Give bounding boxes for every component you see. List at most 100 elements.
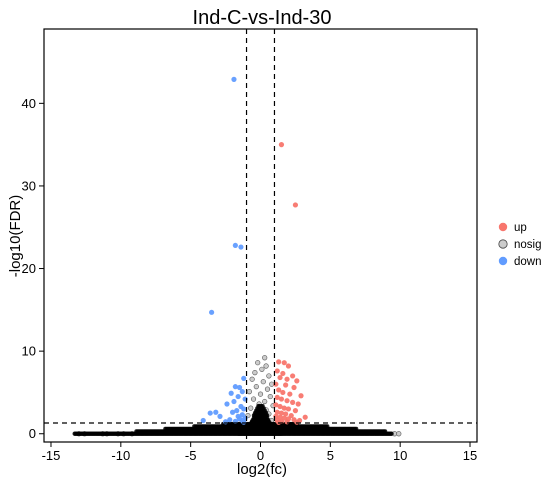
point-down (238, 244, 244, 250)
point-nosig (255, 360, 261, 366)
point-nosig (253, 384, 259, 390)
point-up (291, 384, 297, 391)
point-down (241, 406, 247, 412)
x-tick-label: -5 (185, 448, 197, 463)
legend-label-nosig: nosig (514, 239, 542, 251)
point-up (298, 393, 304, 399)
point-down (209, 309, 215, 315)
legend-swatch-up (498, 222, 508, 232)
point-down (232, 242, 238, 249)
y-axis-label: -log10(FDR) (7, 195, 24, 278)
point-up (280, 389, 286, 396)
plot-frame (43, 28, 478, 443)
point-nosig-dense (265, 413, 270, 418)
point-up (283, 382, 289, 388)
point-down (232, 384, 238, 390)
point-up (281, 405, 287, 411)
point-down (239, 389, 245, 395)
point-down (207, 410, 213, 416)
y-tick-label: 30 (22, 178, 36, 193)
point-up (274, 368, 280, 374)
point-up (276, 419, 282, 425)
point-down (235, 393, 241, 400)
x-axis-label: log2(fc) (237, 461, 287, 478)
point-up (274, 409, 280, 415)
point-up (278, 410, 285, 416)
x-axis: -15 -10 -5 0 5 10 15 (42, 442, 477, 463)
point-nosig-dense (389, 431, 394, 436)
point-nosig (250, 396, 257, 402)
points-layer (72, 76, 402, 437)
point-down (231, 398, 237, 405)
legend-item-up: up (498, 222, 527, 234)
point-down (227, 417, 233, 423)
point-down (200, 417, 206, 424)
point-down (231, 76, 237, 82)
legend-swatch-nosig (498, 239, 508, 249)
y-tick-label: 0 (29, 426, 36, 441)
x-tick-label: -15 (42, 448, 61, 463)
point-up (290, 399, 296, 405)
point-down (224, 401, 230, 407)
point-down (241, 375, 247, 381)
point-up (281, 360, 287, 366)
point-nosig (267, 393, 273, 400)
legend: up nosig down (498, 222, 542, 268)
point-up (276, 359, 282, 365)
point-up (277, 374, 283, 381)
point-up (283, 411, 289, 417)
point-up (284, 398, 290, 404)
point-up (285, 363, 292, 369)
point-down (241, 419, 247, 425)
point-up (273, 402, 279, 408)
point-down (213, 409, 219, 415)
point-nosig (263, 363, 269, 369)
point-down (236, 384, 243, 391)
x-tick-label: -10 (111, 448, 130, 463)
point-nosig (248, 405, 254, 411)
point-up (290, 373, 296, 379)
legend-label-up: up (514, 222, 527, 234)
point-up (287, 391, 293, 397)
point-nosig (260, 379, 266, 385)
point-up (285, 406, 292, 412)
point-up (278, 142, 285, 148)
point-up (278, 396, 285, 402)
point-up (302, 414, 308, 420)
point-nosig (246, 389, 252, 395)
point-up (297, 417, 303, 424)
point-nosig (257, 391, 264, 397)
point-nosig (252, 370, 258, 376)
point-up (280, 370, 286, 377)
point-nosig (262, 355, 268, 361)
y-axis: 0 10 20 30 40 (22, 96, 44, 441)
point-up (276, 387, 282, 393)
point-nosig-dense (279, 431, 284, 436)
point-up (292, 408, 299, 414)
y-tick-label: 20 (22, 261, 36, 276)
point-nosig (262, 398, 268, 405)
x-tick-label: 15 (463, 448, 477, 463)
point-up (277, 403, 283, 410)
point-down (234, 408, 240, 414)
y-tick-label: 40 (22, 96, 36, 111)
legend-label-down: down (514, 256, 542, 268)
legend-item-down: down (498, 256, 542, 268)
y-tick-label: 10 (22, 344, 36, 359)
point-up (295, 401, 301, 407)
point-down (229, 409, 236, 415)
chart-title: Ind-C-vs-Ind-30 (193, 7, 332, 29)
point-nosig (259, 366, 265, 372)
point-up (292, 202, 299, 208)
point-nosig (396, 431, 402, 437)
point-up (294, 378, 300, 384)
point-nosig (249, 376, 255, 382)
point-nosig (266, 373, 272, 379)
x-tick-label: 10 (393, 448, 407, 463)
legend-swatch-down (498, 256, 508, 266)
point-up (284, 376, 290, 382)
point-up (274, 394, 280, 400)
threshold-lines (44, 29, 477, 442)
